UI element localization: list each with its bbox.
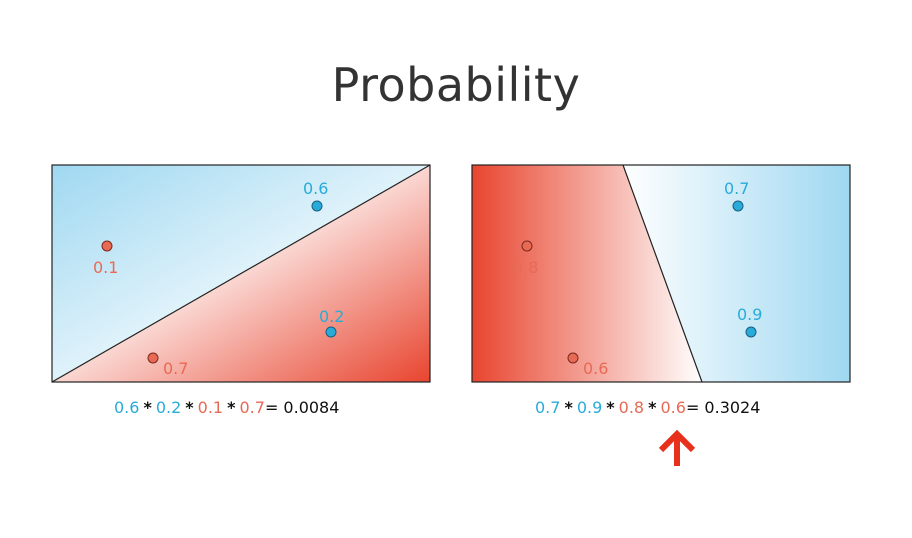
point-label: 0.1	[93, 258, 118, 277]
page-title: Probability	[331, 58, 581, 112]
multiply-operator: *	[648, 398, 657, 417]
formula-term: 0.1	[197, 398, 224, 417]
formula-term: 0.9	[576, 398, 603, 417]
point-label: 0.8	[513, 258, 538, 277]
left-panel: 0.6 0.1 0.2 0.7	[51, 164, 431, 383]
formula-result: = 0.0084	[264, 398, 340, 417]
multiply-operator: *	[143, 398, 152, 417]
point-0.9	[745, 326, 757, 338]
left-formula: 0.6 * 0.2 * 0.1 * 0.7= 0.0084	[114, 398, 339, 417]
multiply-operator: *	[564, 398, 573, 417]
point-0.7	[732, 200, 744, 212]
formula-result: = 0.3024	[685, 398, 761, 417]
point-0.2	[325, 326, 337, 338]
multiply-operator: *	[227, 398, 236, 417]
formula-term: 0.6	[660, 398, 686, 417]
point-label: 0.7	[724, 179, 749, 198]
point-0.1	[101, 240, 113, 252]
multiply-operator: *	[606, 398, 615, 417]
formula-term: 0.7	[535, 398, 561, 417]
formula-term: 0.6	[114, 398, 140, 417]
multiply-operator: *	[185, 398, 194, 417]
right-formula: 0.7 * 0.9 * 0.8 * 0.6= 0.3024	[535, 398, 760, 417]
point-label: 0.9	[737, 305, 762, 324]
point-label: 0.6	[583, 359, 608, 378]
point-label: 0.6	[303, 179, 328, 198]
point-label: 0.2	[319, 307, 344, 326]
formula-term: 0.8	[618, 398, 645, 417]
point-0.7	[147, 352, 159, 364]
formula-term: 0.2	[155, 398, 182, 417]
point-0.6	[311, 200, 323, 212]
formula-term: 0.7	[239, 398, 265, 417]
point-label: 0.7	[163, 359, 188, 378]
point-0.6	[567, 352, 579, 364]
up-arrow-icon	[658, 430, 696, 466]
right-panel: 0.7 0.8 0.9 0.6	[471, 164, 851, 383]
point-0.8	[521, 240, 533, 252]
